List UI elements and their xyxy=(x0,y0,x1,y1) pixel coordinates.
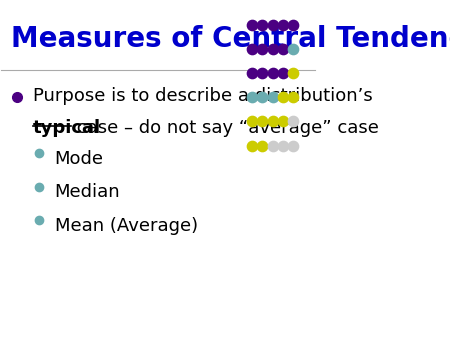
Point xyxy=(269,95,276,100)
Text: Median: Median xyxy=(54,184,120,201)
Point xyxy=(279,70,287,76)
Point xyxy=(269,22,276,28)
Point xyxy=(279,22,287,28)
Point xyxy=(259,22,266,28)
Point xyxy=(290,119,297,124)
Point xyxy=(248,119,256,124)
Point xyxy=(290,143,297,148)
Text: case – do not say “average” case: case – do not say “average” case xyxy=(71,119,379,137)
Point xyxy=(279,143,287,148)
Point xyxy=(290,95,297,100)
Point xyxy=(259,70,266,76)
Point xyxy=(248,70,256,76)
Point xyxy=(279,119,287,124)
Point xyxy=(290,46,297,52)
Point xyxy=(269,46,276,52)
Point xyxy=(269,119,276,124)
Point xyxy=(290,70,297,76)
Point xyxy=(259,119,266,124)
Point xyxy=(259,143,266,148)
Point xyxy=(279,46,287,52)
Point xyxy=(290,22,297,28)
Point xyxy=(269,70,276,76)
Point xyxy=(248,22,256,28)
Text: Purpose is to describe a distribution’s: Purpose is to describe a distribution’s xyxy=(33,87,373,105)
Point xyxy=(248,143,256,148)
Point xyxy=(248,46,256,52)
Text: typical: typical xyxy=(33,119,101,137)
Point xyxy=(259,46,266,52)
Point xyxy=(248,95,256,100)
Point xyxy=(269,143,276,148)
Text: Measures of Central Tendency: Measures of Central Tendency xyxy=(11,25,450,53)
Point xyxy=(259,95,266,100)
Text: Mode: Mode xyxy=(54,150,104,168)
Text: Mean (Average): Mean (Average) xyxy=(54,217,198,235)
Point xyxy=(279,95,287,100)
